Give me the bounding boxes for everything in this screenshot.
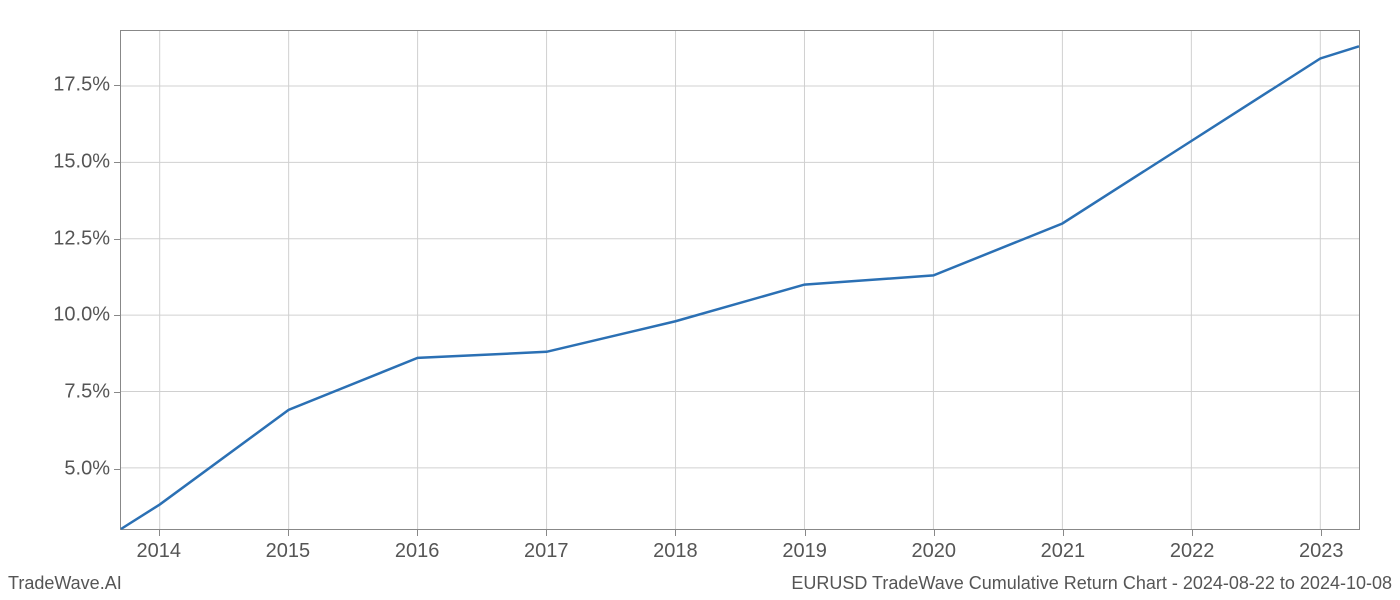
x-tick-mark (288, 530, 289, 536)
x-tick-mark (159, 530, 160, 536)
x-tick-mark (934, 530, 935, 536)
x-tick-label: 2015 (266, 540, 311, 563)
x-tick-mark (1321, 530, 1322, 536)
y-tick-label: 12.5% (30, 227, 110, 250)
x-tick-mark (675, 530, 676, 536)
x-tick-mark (805, 530, 806, 536)
footer-caption: EURUSD TradeWave Cumulative Return Chart… (791, 573, 1392, 594)
x-tick-label: 2020 (912, 540, 957, 563)
y-tick-label: 17.5% (30, 74, 110, 97)
y-tick-mark (114, 85, 120, 86)
y-tick-label: 7.5% (30, 380, 110, 403)
x-tick-mark (1063, 530, 1064, 536)
chart-container (120, 30, 1360, 530)
y-tick-mark (114, 469, 120, 470)
y-tick-mark (114, 392, 120, 393)
x-tick-label: 2018 (653, 540, 698, 563)
y-tick-label: 10.0% (30, 304, 110, 327)
x-tick-mark (1192, 530, 1193, 536)
y-tick-label: 5.0% (30, 457, 110, 480)
plot-area (120, 30, 1360, 530)
x-tick-label: 2017 (524, 540, 569, 563)
x-tick-label: 2019 (782, 540, 827, 563)
x-tick-label: 2023 (1299, 540, 1344, 563)
y-tick-label: 15.0% (30, 150, 110, 173)
line-chart-svg (121, 31, 1359, 529)
x-tick-label: 2016 (395, 540, 440, 563)
x-tick-label: 2014 (137, 540, 182, 563)
x-tick-label: 2022 (1170, 540, 1215, 563)
x-tick-label: 2021 (1041, 540, 1086, 563)
y-tick-mark (114, 315, 120, 316)
x-tick-mark (417, 530, 418, 536)
y-tick-mark (114, 162, 120, 163)
y-tick-mark (114, 239, 120, 240)
footer-brand: TradeWave.AI (8, 573, 122, 594)
x-tick-mark (546, 530, 547, 536)
